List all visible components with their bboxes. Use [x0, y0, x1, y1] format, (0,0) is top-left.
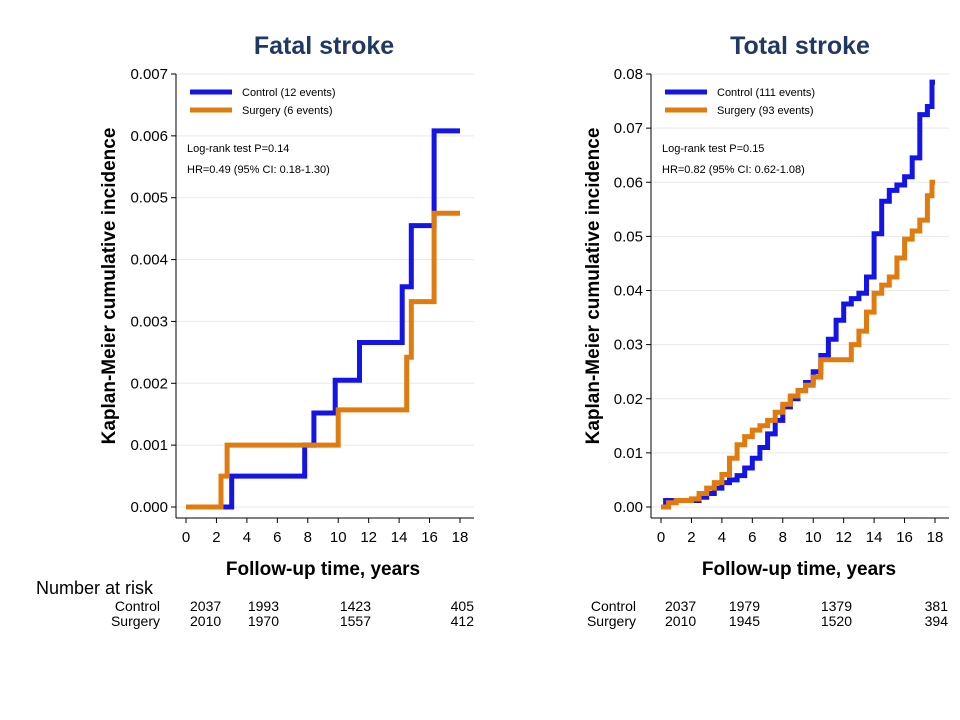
risk-value: 394: [925, 613, 949, 629]
y-tick-label: 0.03: [614, 337, 643, 354]
risk-value: 1379: [821, 598, 852, 614]
y-tick-label: 0.001: [130, 437, 168, 454]
x-tick-label: 8: [304, 529, 312, 546]
series-line-surgery: [186, 210, 460, 510]
risk-table-title: Number at risk: [36, 578, 154, 598]
y-tick-label: 0.002: [130, 375, 168, 392]
risk-value: 1423: [340, 598, 371, 614]
y-tick-label: 0.00: [614, 499, 643, 516]
chart-title: Fatal stroke: [254, 32, 394, 60]
risk-value: 381: [925, 598, 949, 614]
risk-value: 1557: [340, 613, 371, 629]
x-tick-label: 18: [452, 529, 469, 546]
x-tick-label: 18: [927, 529, 944, 546]
y-tick-label: 0.02: [614, 391, 643, 408]
risk-value: 405: [451, 598, 475, 614]
x-tick-label: 0: [182, 529, 190, 546]
legend-label: Surgery (6 events): [242, 105, 332, 117]
x-tick-label: 14: [866, 529, 883, 546]
x-tick-label: 16: [421, 529, 438, 546]
x-tick-label: 6: [748, 529, 756, 546]
y-tick-label: 0.04: [614, 283, 643, 300]
plot-area: [176, 74, 474, 518]
y-tick-label: 0.007: [130, 66, 168, 83]
risk-row-label: Control: [115, 598, 160, 614]
x-tick-label: 4: [243, 529, 251, 546]
panel-fatal-stroke: Fatal stroke Kaplan-Meier cumulative inc…: [99, 32, 474, 629]
risk-value: 1520: [821, 613, 852, 629]
risk-row-label: Surgery: [587, 613, 636, 629]
risk-row-label: Control: [591, 598, 636, 614]
x-tick-label: 2: [687, 529, 695, 546]
x-tick-label: 16: [896, 529, 913, 546]
x-tick-label: 2: [212, 529, 220, 546]
y-tick-label: 0.08: [614, 66, 643, 83]
legend-label: Surgery (93 events): [717, 105, 814, 117]
y-axis-label: Kaplan-Meier cumulative incidence: [583, 128, 604, 445]
legend-label: Control (111 events): [717, 87, 815, 99]
y-tick-label: 0.005: [130, 190, 168, 207]
risk-value: 2037: [665, 598, 696, 614]
risk-row-label: Surgery: [111, 613, 160, 629]
y-tick-label: 0.01: [614, 445, 643, 462]
risk-value: 2037: [190, 598, 221, 614]
risk-value: 1945: [729, 613, 760, 629]
y-tick-label: 0.004: [130, 252, 168, 269]
x-tick-label: 4: [718, 529, 726, 546]
x-tick-label: 6: [273, 529, 281, 546]
x-tick-label: 14: [391, 529, 408, 546]
x-axis-label: Follow-up time, years: [226, 559, 420, 580]
y-tick-label: 0.05: [614, 228, 643, 245]
y-axis-label: Kaplan-Meier cumulative incidence: [99, 128, 120, 445]
risk-value: 2010: [190, 613, 221, 629]
x-tick-label: 8: [779, 529, 787, 546]
annotation-text: Log-rank test P=0.14: [187, 143, 289, 155]
x-axis-label: Follow-up time, years: [702, 559, 896, 580]
legend-label: Control (12 events): [242, 87, 336, 99]
risk-value: 1979: [729, 598, 760, 614]
x-tick-label: 10: [805, 529, 822, 546]
plot-area: [651, 74, 949, 518]
y-tick-label: 0.07: [614, 120, 643, 137]
risk-value: 1970: [248, 613, 279, 629]
annotation-text: HR=0.82 (95% CI: 0.62-1.08): [662, 164, 805, 176]
y-tick-label: 0.000: [130, 499, 168, 516]
risk-value: 2010: [665, 613, 696, 629]
series-line-surgery: [661, 179, 935, 510]
x-tick-label: 12: [360, 529, 377, 546]
annotation-text: Log-rank test P=0.15: [662, 143, 764, 155]
x-tick-label: 10: [330, 529, 347, 546]
annotation-text: HR=0.49 (95% CI: 0.18-1.30): [187, 164, 330, 176]
chart-title: Total stroke: [730, 32, 870, 60]
y-tick-label: 0.06: [614, 174, 643, 191]
series-line-control: [186, 128, 460, 510]
y-tick-label: 0.003: [130, 313, 168, 330]
series-line-control: [661, 79, 935, 510]
risk-value: 412: [451, 613, 475, 629]
x-tick-label: 0: [657, 529, 665, 546]
risk-value: 1993: [248, 598, 279, 614]
x-tick-label: 12: [835, 529, 852, 546]
panel-total-stroke: Total stroke Kaplan-Meier cumulative inc…: [583, 32, 949, 629]
y-tick-label: 0.006: [130, 128, 168, 145]
